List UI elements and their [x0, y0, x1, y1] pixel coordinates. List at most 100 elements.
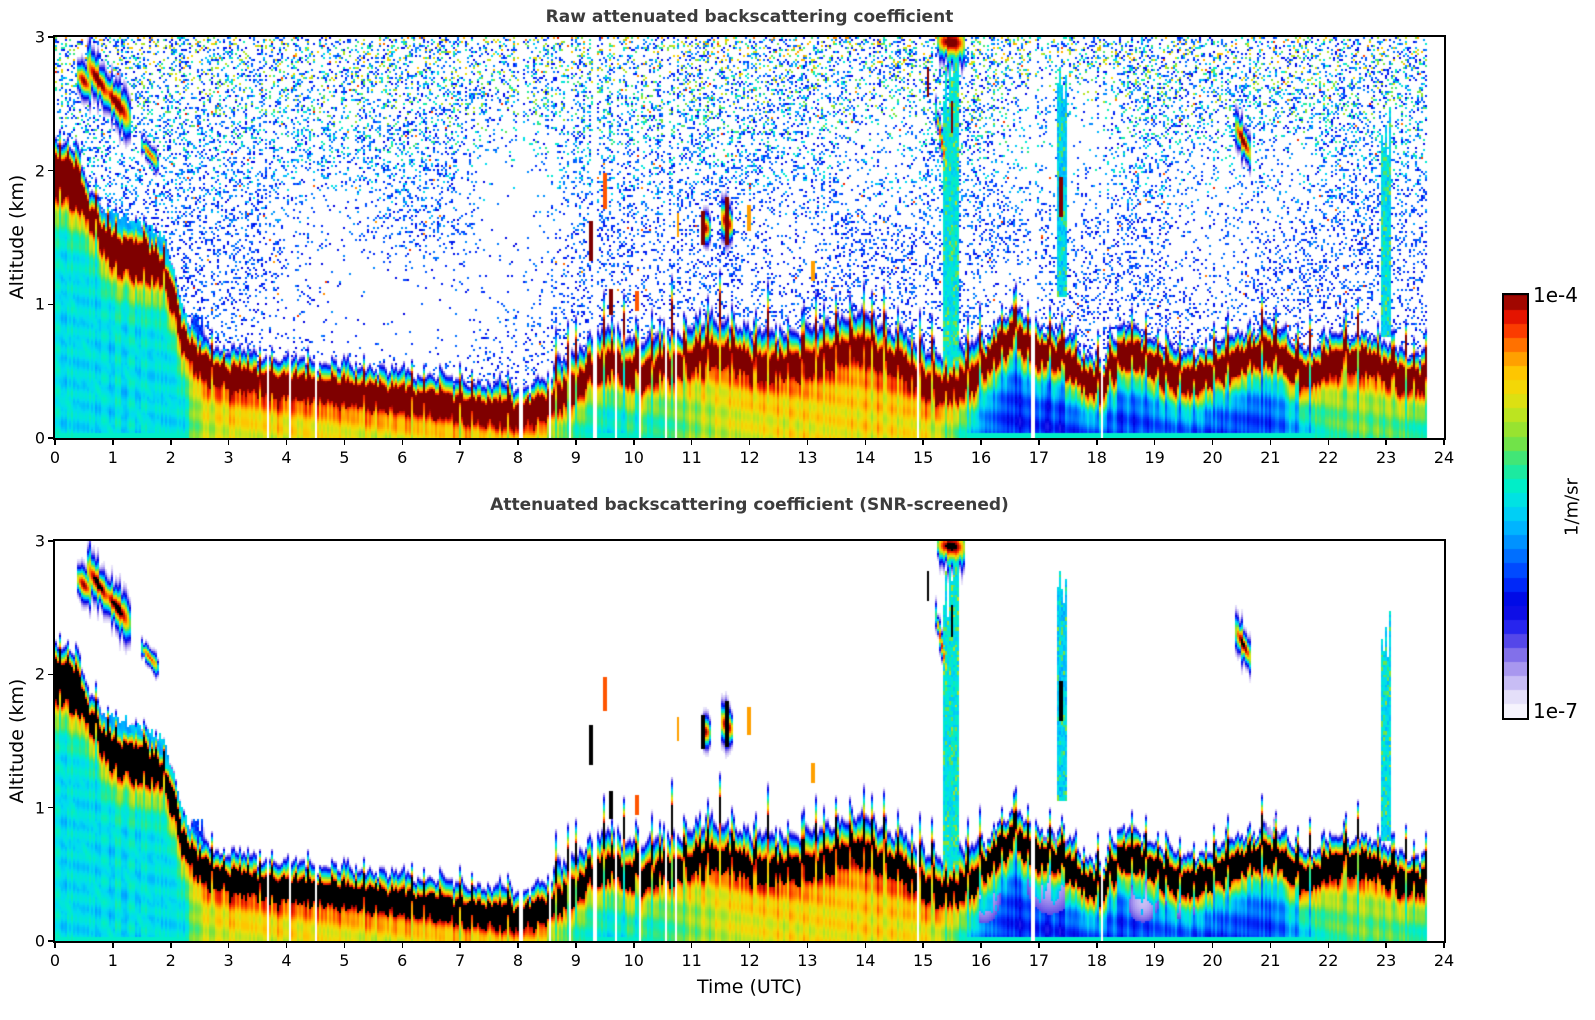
x-tick-mark — [633, 440, 635, 445]
x-tick-mark — [575, 943, 577, 948]
x-tick-mark — [1443, 943, 1445, 948]
y-tick-label: 2 — [34, 664, 45, 684]
x-tick-label: 13 — [797, 951, 818, 970]
x-tick-label: 24 — [1433, 951, 1455, 970]
x-tick-mark — [1269, 440, 1272, 445]
x-tick-label: 1 — [107, 448, 118, 467]
raw-y-axis-label: Altitude (km) — [6, 174, 28, 300]
x-tick-label: 20 — [1202, 951, 1223, 970]
x-tick-mark — [1153, 440, 1156, 445]
x-tick-label: 2 — [165, 951, 176, 970]
colorbar-min-label: 1e-7 — [1533, 699, 1578, 723]
y-tick-label: 3 — [34, 531, 45, 551]
x-tick-mark — [170, 943, 172, 948]
y-tick-mark — [48, 169, 53, 172]
x-tick-label: 4 — [281, 448, 292, 467]
x-tick-label: 2 — [165, 448, 176, 467]
x-tick-mark — [343, 943, 346, 948]
x-tick-mark — [1038, 440, 1040, 445]
x-tick-label: 18 — [1086, 448, 1107, 467]
x-tick-mark — [170, 440, 172, 445]
x-tick-label: 11 — [681, 448, 702, 467]
x-tick-mark — [1385, 440, 1387, 445]
y-tick-mark — [48, 437, 53, 439]
x-tick-label: 17 — [1028, 448, 1050, 467]
y-tick-mark — [48, 36, 53, 38]
x-tick-mark — [517, 943, 519, 948]
x-tick-mark — [980, 440, 982, 445]
raw-plot-frame — [53, 35, 1446, 440]
x-tick-label: 18 — [1086, 951, 1107, 970]
x-tick-mark — [1443, 440, 1445, 445]
x-tick-mark — [864, 440, 866, 445]
x-tick-label: 16 — [970, 951, 992, 970]
x-tick-label: 9 — [570, 951, 581, 970]
x-tick-label: 3 — [223, 448, 234, 467]
x-tick-label: 21 — [1260, 448, 1281, 467]
screened-heatmap-canvas — [55, 541, 1444, 941]
x-tick-label: 6 — [397, 951, 408, 970]
x-tick-mark — [748, 440, 751, 445]
x-tick-mark — [864, 943, 866, 948]
x-tick-mark — [748, 943, 751, 948]
x-tick-mark — [922, 943, 924, 948]
y-tick-mark — [48, 806, 53, 809]
x-tick-mark — [806, 440, 809, 445]
x-tick-label: 22 — [1318, 951, 1339, 970]
x-tick-label: 12 — [739, 951, 760, 970]
x-tick-mark — [517, 440, 519, 445]
screened-plot-frame — [53, 539, 1446, 943]
x-tick-label: 10 — [623, 448, 644, 467]
x-tick-label: 19 — [1144, 951, 1165, 970]
x-tick-label: 14 — [855, 951, 876, 970]
x-tick-label: 10 — [623, 951, 644, 970]
x-tick-label: 22 — [1318, 448, 1339, 467]
raw-heatmap-canvas — [55, 37, 1444, 438]
x-tick-label: 0 — [49, 951, 61, 970]
x-tick-label: 8 — [512, 951, 524, 970]
x-tick-label: 17 — [1028, 951, 1050, 970]
x-tick-mark — [285, 943, 288, 948]
x-tick-label: 5 — [339, 448, 350, 467]
x-tick-mark — [112, 943, 114, 948]
x-tick-label: 19 — [1144, 448, 1165, 467]
x-tick-mark — [401, 440, 403, 445]
x-tick-mark — [343, 440, 346, 445]
x-tick-label: 3 — [223, 951, 234, 970]
x-tick-label: 24 — [1433, 448, 1455, 467]
x-tick-mark — [1269, 943, 1272, 948]
x-tick-mark — [1327, 943, 1329, 948]
x-tick-label: 15 — [912, 951, 934, 970]
x-tick-label: 13 — [797, 448, 818, 467]
x-tick-label: 0 — [49, 448, 61, 467]
x-tick-label: 12 — [739, 448, 760, 467]
x-tick-label: 7 — [455, 448, 466, 467]
x-tick-mark — [690, 943, 693, 948]
screened-y-axis-label: Altitude (km) — [6, 678, 28, 804]
screened-plot-title: Attenuated backscattering coefficient (S… — [490, 495, 1009, 515]
y-tick-label: 0 — [34, 931, 45, 951]
y-tick-mark — [48, 673, 53, 676]
x-tick-mark — [806, 943, 809, 948]
colorbar — [1502, 293, 1529, 720]
x-tick-mark — [1038, 943, 1040, 948]
x-tick-label: 23 — [1375, 448, 1397, 467]
y-tick-mark — [48, 540, 53, 542]
colorbar-gradient — [1504, 295, 1527, 718]
x-tick-label: 16 — [970, 448, 992, 467]
x-tick-mark — [1096, 440, 1098, 445]
x-tick-label: 6 — [397, 448, 408, 467]
y-tick-label: 2 — [34, 161, 45, 181]
y-tick-label: 3 — [34, 27, 45, 47]
y-tick-label: 1 — [34, 798, 45, 818]
x-tick-label: 7 — [455, 951, 466, 970]
x-axis-label: Time (UTC) — [696, 976, 803, 998]
x-tick-mark — [112, 440, 114, 445]
y-tick-mark — [48, 303, 53, 306]
x-tick-mark — [1327, 440, 1329, 445]
x-tick-label: 21 — [1260, 951, 1281, 970]
x-tick-label: 4 — [281, 951, 292, 970]
colorbar-unit-label: 1/m/sr — [1561, 478, 1583, 536]
x-tick-label: 5 — [339, 951, 350, 970]
